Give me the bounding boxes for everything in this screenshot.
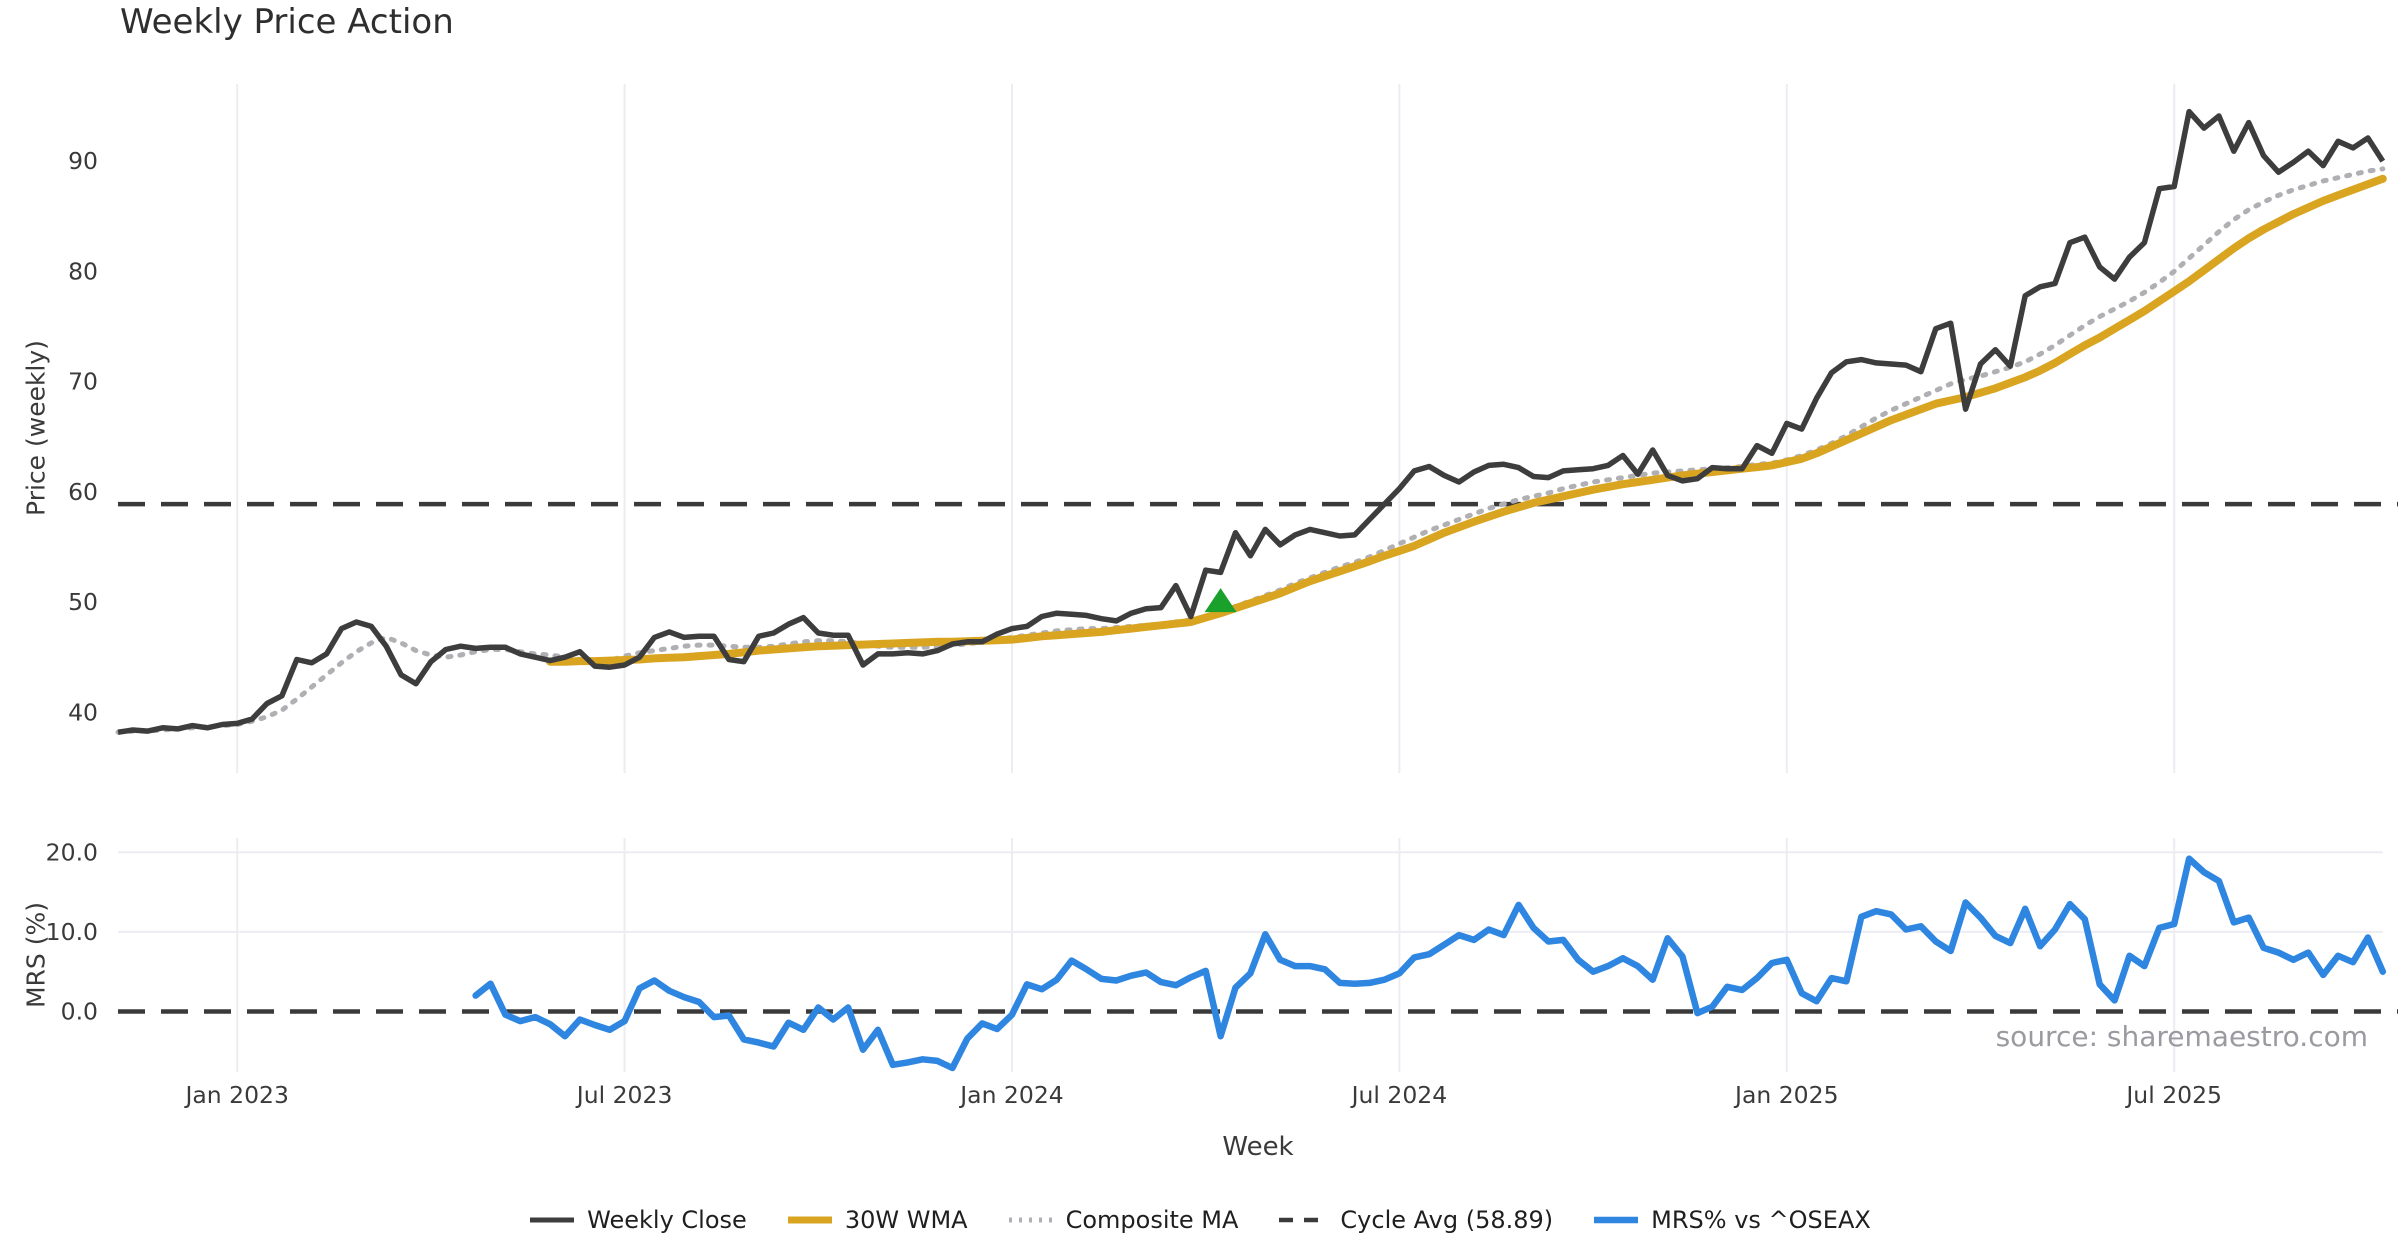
cycle-avg-line-swatch (1279, 1217, 1328, 1223)
legend: Weekly Close 30W WMA Composite MA Cycle … (0, 1206, 2400, 1234)
x-axis-label: Week (1222, 1132, 1294, 1162)
composite-ma-line-swatch (1008, 1217, 1053, 1223)
x-tick-label: Jan 2024 (958, 1081, 1064, 1109)
buy-signal-marker (1204, 588, 1237, 613)
price-y-tick-label: 50 (68, 588, 98, 616)
legend-label: Weekly Close (587, 1206, 747, 1234)
price-y-tick-label: 80 (68, 257, 98, 285)
legend-item-composite-ma: Composite MA (1008, 1206, 1239, 1234)
mrs-y-tick-label: 20.0 (46, 838, 98, 866)
x-tick-label: Jan 2025 (1733, 1081, 1839, 1109)
chart-title: Weekly Price Action (120, 2, 454, 42)
wma-line (546, 174, 2387, 666)
legend-label: Composite MA (1065, 1206, 1239, 1234)
legend-label: MRS% vs ^OSEAX (1651, 1206, 1871, 1234)
legend-item-mrs: MRS% vs ^OSEAX (1593, 1206, 1871, 1234)
legend-item-weekly-close: Weekly Close (529, 1206, 747, 1234)
x-tick-label: Jul 2024 (1350, 1081, 1448, 1109)
price-y-tick-label: 90 (68, 147, 98, 175)
legend-item-cycle-avg: Cycle Avg (58.89) (1278, 1206, 1553, 1234)
legend-label: 30W WMA (844, 1206, 968, 1234)
x-tick-label: Jul 2025 (2124, 1081, 2222, 1109)
price-y-tick-label: 70 (68, 368, 98, 396)
x-tick-label: Jul 2023 (575, 1081, 673, 1109)
x-tick-label: Jan 2023 (183, 1081, 289, 1109)
mrs-line (472, 855, 2387, 1072)
price-y-tick-label: 40 (68, 698, 98, 726)
legend-item-30w-wma: 30W WMA (787, 1206, 968, 1234)
price-y-tick-label: 60 (68, 478, 98, 506)
legend-label: Cycle Avg (58.89) (1340, 1206, 1554, 1234)
source-credit: source: sharemaestro.com (1995, 1020, 2368, 1053)
weekly-close-line (117, 108, 2386, 735)
weekly-close-line-swatch (530, 1217, 575, 1223)
mrs-y-tick-label: 10.0 (46, 918, 98, 946)
mrs-y-tick-label: 0.0 (61, 998, 98, 1026)
wma-line-swatch (787, 1216, 832, 1224)
mrs-line-swatch (1594, 1216, 1639, 1224)
